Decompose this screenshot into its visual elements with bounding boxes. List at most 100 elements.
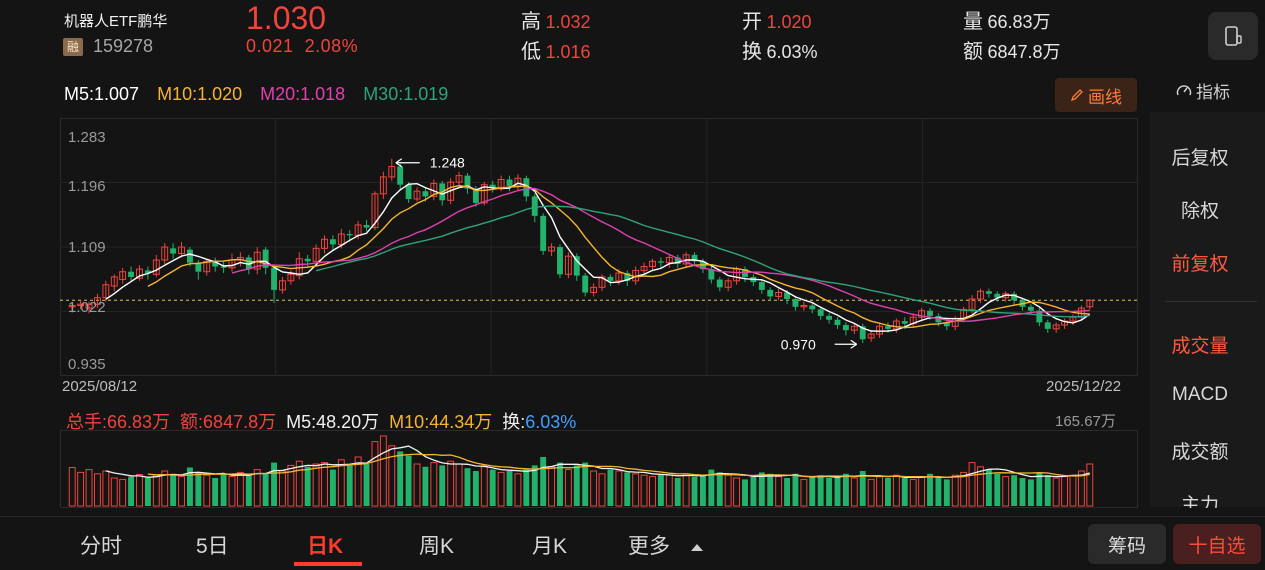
candle-body xyxy=(624,273,631,281)
tab-intraday[interactable]: 分时 xyxy=(80,535,122,558)
volume-bar xyxy=(388,445,396,507)
volume-bar xyxy=(212,478,219,506)
candle-body xyxy=(775,292,783,297)
period-tab-bar xyxy=(0,516,1265,570)
volume-bar xyxy=(245,475,252,506)
landscape-toggle-button[interactable] xyxy=(1208,12,1258,60)
volume-bar xyxy=(455,463,463,507)
side-item-post-adjust[interactable]: 后复权 xyxy=(1171,148,1229,169)
volume-bar xyxy=(927,473,933,506)
side-item-macd[interactable]: MACD xyxy=(1172,384,1228,405)
candle-body xyxy=(657,261,664,263)
candle-body xyxy=(346,234,353,236)
tab-daily-k[interactable]: 日K xyxy=(307,535,344,558)
vol-ma10-line xyxy=(147,453,1090,479)
candle-body xyxy=(968,298,976,310)
draw-line-label: 画线 xyxy=(1088,87,1122,107)
tab-more[interactable]: 更多 xyxy=(628,530,704,560)
candle-body xyxy=(1036,310,1043,323)
candle-body xyxy=(892,320,900,330)
volume-bar xyxy=(178,476,185,507)
candle-body xyxy=(800,305,808,308)
volume-bar xyxy=(867,478,875,507)
side-item-amount[interactable]: 成交额 xyxy=(1171,442,1229,463)
volume-bar xyxy=(346,465,353,506)
open-stat: 开 1.020 xyxy=(742,11,812,33)
tab-5day[interactable]: 5日 xyxy=(196,535,229,558)
volume-bar xyxy=(615,470,623,507)
candle-body xyxy=(767,289,774,297)
volume-bar xyxy=(321,462,328,507)
candle-body xyxy=(943,322,950,327)
candle-body xyxy=(220,266,227,268)
min-price-label: 0.970 xyxy=(781,336,816,352)
candle-body xyxy=(548,246,556,252)
candle-body xyxy=(379,176,387,195)
volume-bar xyxy=(68,467,76,507)
candle-body xyxy=(388,166,396,178)
candle-body xyxy=(531,196,538,216)
candle-body xyxy=(472,188,479,203)
side-item-ex-rights[interactable]: 除权 xyxy=(1180,201,1219,222)
volume-bar xyxy=(413,463,421,507)
security-name: 机器人ETF鹏华 xyxy=(64,13,168,30)
candle-body xyxy=(405,184,412,199)
candle-body xyxy=(564,255,572,275)
candle-body xyxy=(413,190,421,200)
ma5-line xyxy=(105,182,1091,332)
side-item-main-force[interactable]: 主力 xyxy=(1180,495,1219,508)
volume-bar xyxy=(128,476,135,506)
volume-bar xyxy=(287,464,295,507)
volume-bar xyxy=(329,469,336,506)
y-tick-5: 0.935 xyxy=(68,356,106,373)
volume-bar xyxy=(228,476,236,507)
candle-body xyxy=(1052,324,1060,330)
ma10-line xyxy=(147,184,1090,329)
volume-bar xyxy=(909,478,917,507)
volume-bar xyxy=(1036,472,1043,506)
caret-up-icon xyxy=(690,544,703,552)
volume-bar xyxy=(564,469,572,507)
volume-bar xyxy=(312,463,320,507)
change-value: 0.021 xyxy=(246,36,294,56)
candle-body xyxy=(186,249,193,263)
volume-chart[interactable] xyxy=(60,430,1138,508)
indicator-tab[interactable]: 指标 xyxy=(1175,78,1230,103)
vol-ma5-line xyxy=(105,445,1090,479)
volume-bar xyxy=(985,469,992,506)
candlestick-chart[interactable]: 1.248 0.970 xyxy=(60,118,1138,376)
candle-body xyxy=(590,286,598,294)
candle-body xyxy=(287,273,295,282)
candle-body xyxy=(927,310,933,316)
volume-bar xyxy=(607,469,614,506)
tab-monthly-k[interactable]: 月K xyxy=(532,535,568,558)
volume-bar xyxy=(624,472,631,506)
volume-bar xyxy=(144,478,151,506)
volume-bar xyxy=(110,477,118,507)
tab-weekly-k[interactable]: 周K xyxy=(419,535,455,558)
volume-bar xyxy=(784,478,790,506)
side-item-volume[interactable]: 成交量 xyxy=(1171,336,1229,357)
side-item-pre-adjust[interactable]: 前复权 xyxy=(1171,254,1229,275)
candle-body xyxy=(523,178,530,197)
candle-body xyxy=(170,248,177,254)
volume-bar xyxy=(337,459,345,507)
volume-bar xyxy=(203,474,211,507)
volume-bar xyxy=(834,476,841,506)
volume-max: 165.67万 xyxy=(1055,413,1116,430)
volume-bar xyxy=(901,478,908,506)
volume-bar xyxy=(480,466,488,507)
volume-bar xyxy=(800,478,808,507)
volume-bar xyxy=(262,473,269,506)
candle-body xyxy=(918,310,926,318)
volume-bar xyxy=(1027,479,1034,506)
candle-body xyxy=(329,239,336,245)
high-stat: 高 1.032 xyxy=(521,11,591,33)
chips-button[interactable]: 筹码 xyxy=(1088,524,1166,564)
add-watchlist-button[interactable]: 十自选 xyxy=(1173,524,1261,564)
candle-body xyxy=(1011,293,1018,301)
volume-bar xyxy=(540,457,547,506)
draw-line-button[interactable]: 画线 xyxy=(1055,78,1137,112)
volume-bar xyxy=(220,473,227,506)
volume-bar xyxy=(918,476,926,507)
